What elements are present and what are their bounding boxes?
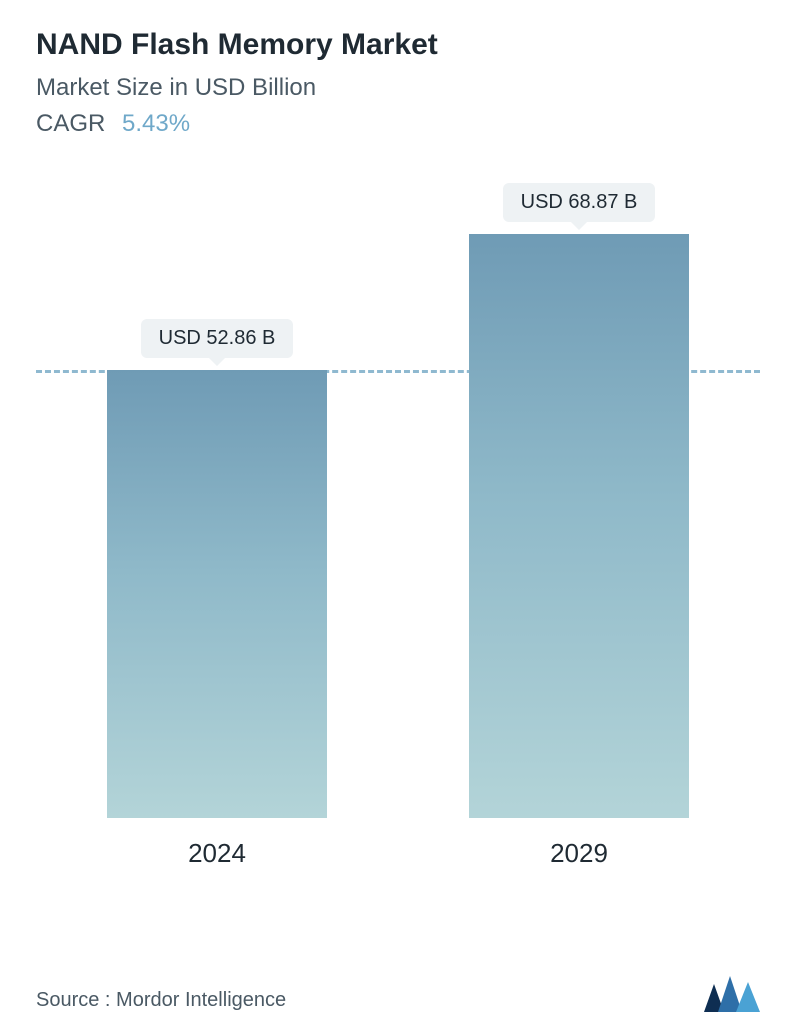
chart-subtitle: Market Size in USD Billion — [36, 74, 760, 102]
value-badge: USD 52.86 B — [141, 319, 294, 358]
cagr-row: CAGR 5.43% — [36, 110, 760, 138]
x-axis-labels: 2024 2029 — [36, 828, 760, 878]
bars-wrap: USD 52.86 B USD 68.87 B — [36, 178, 760, 818]
brand-logo — [704, 972, 760, 1012]
footer: Source : Mordor Intelligence — [36, 972, 760, 1012]
x-label: 2024 — [97, 838, 337, 869]
cagr-value: 5.43% — [122, 110, 190, 137]
source-text: Source : Mordor Intelligence — [36, 989, 286, 1012]
value-badge: USD 68.87 B — [503, 183, 656, 222]
chart-title: NAND Flash Memory Market — [36, 28, 760, 62]
x-label: 2029 — [459, 838, 699, 869]
bar — [107, 370, 327, 818]
chart-container: NAND Flash Memory Market Market Size in … — [0, 0, 796, 1034]
bar-group: USD 52.86 B — [97, 319, 337, 818]
cagr-label: CAGR — [36, 110, 105, 137]
bar-group: USD 68.87 B — [459, 183, 699, 818]
bar — [469, 234, 689, 818]
chart-area: USD 52.86 B USD 68.87 B 2024 2029 — [36, 178, 760, 878]
